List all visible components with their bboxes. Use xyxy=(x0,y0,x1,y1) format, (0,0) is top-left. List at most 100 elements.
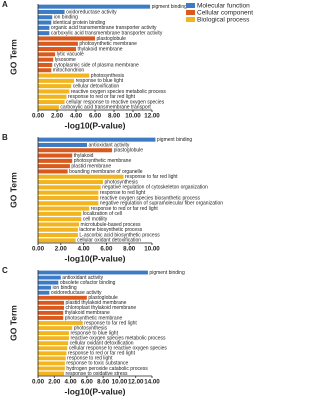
bar xyxy=(38,137,156,142)
bar xyxy=(38,36,95,41)
bar xyxy=(38,164,70,169)
bar-label: photosynthesis xyxy=(91,73,125,79)
y-axis-title: GO Term xyxy=(8,172,18,208)
y-axis-title: GO Term xyxy=(8,305,18,341)
bar xyxy=(38,20,52,25)
legend-label: Cellular component xyxy=(197,9,253,16)
panel: C GO Term -log10(P-value) pigment binding an… xyxy=(2,266,185,396)
bar-label: reactive oxygen species biosynthetic pro… xyxy=(100,195,201,201)
bar-label: photosynthetic membrane xyxy=(74,158,132,164)
x-tick-label: 10.00 xyxy=(125,113,141,120)
x-tick-label: 0.00 xyxy=(32,113,45,120)
bar-label: lytic vacuole xyxy=(57,52,84,58)
bar-label: response to red light xyxy=(100,190,146,196)
bar xyxy=(38,158,73,163)
bar xyxy=(38,280,59,285)
bar xyxy=(38,31,50,36)
bar xyxy=(38,351,67,356)
legend-swatch xyxy=(186,3,195,8)
bar-label: photosynthetic membrane xyxy=(65,315,123,321)
bar xyxy=(38,341,69,346)
bar-label: reactive oxygen species metabolic proces… xyxy=(71,89,167,95)
y-axis-title: GO Term xyxy=(8,39,18,75)
x-tick-label: 8.00 xyxy=(108,113,121,120)
x-tick-label: 2.00 xyxy=(51,113,64,120)
x-axis-title: -log10(P-value) xyxy=(65,120,126,130)
bar xyxy=(38,100,65,105)
bar xyxy=(38,4,151,9)
bar-label: obsolete cofactor binding xyxy=(60,280,116,286)
legend-label: Molecular function xyxy=(197,2,250,9)
bar-label: response to red or far red light xyxy=(68,94,136,100)
bar-label: response to blue light xyxy=(70,330,118,336)
bar xyxy=(38,295,87,300)
bar xyxy=(38,180,103,185)
bar xyxy=(38,185,101,190)
bar-label: response to far red light xyxy=(125,174,178,180)
bar-label: lysosome xyxy=(55,57,76,63)
bar xyxy=(38,305,65,310)
bar-label: mitochondrion xyxy=(53,68,85,74)
bar-label: plastoglobule xyxy=(114,148,144,154)
x-tick-label: 6.00 xyxy=(89,113,102,120)
bar-label: response to toxic substance xyxy=(66,361,128,367)
bar-label: response to red or far red light xyxy=(91,206,159,212)
bar-label: photosynthesis xyxy=(74,325,108,331)
bar-label: oxidoreductase activity xyxy=(51,290,102,296)
bar-label: response to oxidative stress xyxy=(66,371,128,377)
bar-label: pigment binding xyxy=(149,270,185,276)
bar-label: identical protein binding xyxy=(53,20,106,26)
bar-label: chloroplast thylakoid membrane xyxy=(66,305,137,311)
bar-label: organic acid transmembrane transporter a… xyxy=(51,25,157,31)
x-tick-label: 4.00 xyxy=(65,379,78,386)
bar xyxy=(38,211,82,216)
bar-label: reactive oxygen species metabolic proces… xyxy=(70,335,166,341)
bar xyxy=(38,300,65,305)
bar-label: lactone biosynthetic process xyxy=(79,227,142,233)
x-tick-label: 0.00 xyxy=(32,246,45,253)
bar xyxy=(38,371,65,376)
bar-label: cellular detoxification xyxy=(73,83,120,89)
bar xyxy=(38,142,88,147)
bar xyxy=(38,57,54,62)
bar xyxy=(38,326,73,330)
bar-label: response to red or far red light xyxy=(68,351,136,357)
bar xyxy=(38,361,65,366)
bar xyxy=(38,316,64,320)
bar xyxy=(38,52,56,57)
bar-label: localization of cell xyxy=(83,211,122,217)
x-tick-label: 12.00 xyxy=(144,113,160,120)
bar xyxy=(38,89,70,94)
bar xyxy=(38,47,76,52)
bar-label: L-ascorbic acid biosynthetic process xyxy=(79,232,160,238)
bar-label: plastid thylakoid membrane xyxy=(66,300,127,306)
bar xyxy=(38,62,53,67)
bar xyxy=(38,275,61,280)
bar xyxy=(38,217,82,222)
bar xyxy=(38,346,68,351)
bar-label: negative regulation of cytoskeleton orga… xyxy=(102,185,208,191)
legend-swatch xyxy=(186,17,195,22)
bar-label: response to far red light xyxy=(84,320,137,326)
bar xyxy=(38,15,53,20)
bar xyxy=(38,190,99,195)
bar-label: photosynthetic membrane xyxy=(79,41,137,47)
bar-label: pigment binding xyxy=(157,137,193,143)
bar-label: antioxidant activity xyxy=(62,275,103,281)
bar-label: cellular oxidant detoxification xyxy=(77,238,141,244)
bar-label: ion binding xyxy=(53,285,77,291)
bar-label: ion binding xyxy=(54,15,78,21)
bar-label: cellular response to reactive oxygen spe… xyxy=(69,346,168,352)
bar-label: photosynthesis xyxy=(104,179,138,185)
bar xyxy=(38,366,65,371)
bar-label: response to blue light xyxy=(76,78,124,84)
panel: B GO Term -log10(P-value) pigment binding an… xyxy=(2,133,223,263)
bar xyxy=(38,68,52,73)
x-axis-title: -log10(P-value) xyxy=(65,253,126,263)
bar-label: cellular response to reactive oxygen spe… xyxy=(66,99,165,105)
bar xyxy=(38,73,90,78)
bar xyxy=(38,206,90,211)
bar-label: cell motility xyxy=(83,216,108,222)
panel-label: A xyxy=(2,0,8,9)
bar-label: cytoplasmic side of plasma membrane xyxy=(54,62,139,68)
